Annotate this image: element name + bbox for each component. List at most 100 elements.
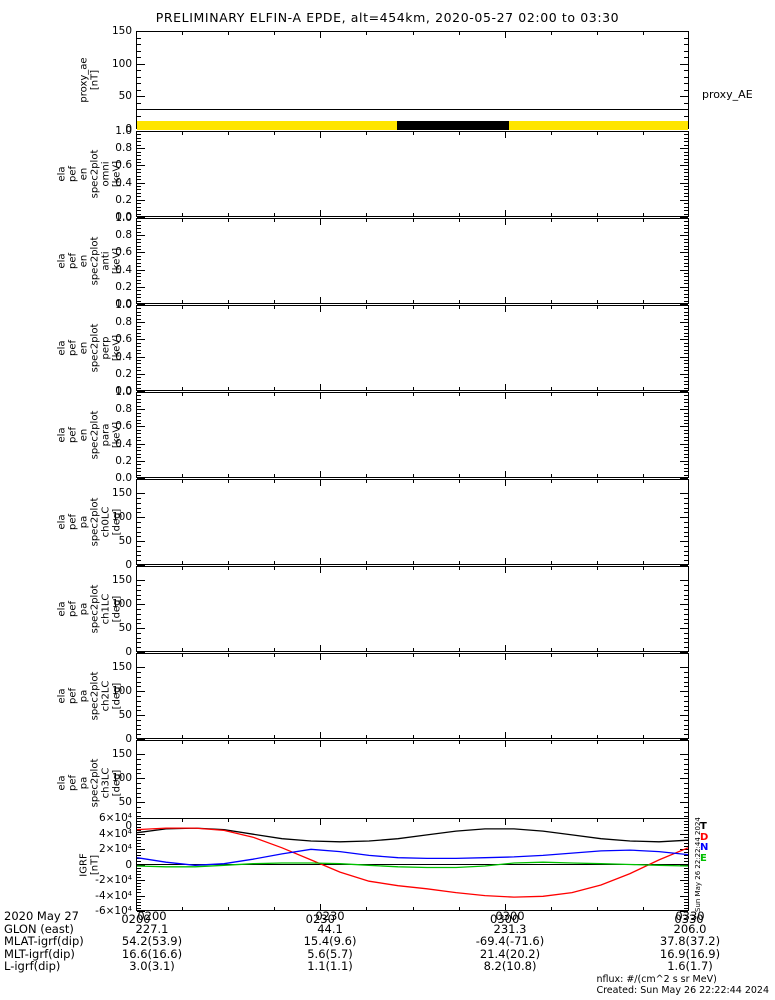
- ytick-minor: [684, 877, 688, 878]
- table-row-label: MLT-igrf(dip): [4, 946, 75, 961]
- xtick-mark: [320, 393, 321, 399]
- xtick-minor: [413, 735, 414, 738]
- ytick-label: 150: [111, 25, 132, 37]
- ytick-minor: [684, 319, 688, 320]
- panel-label-word: IGRF: [78, 852, 90, 877]
- ytick-label: 0.0: [115, 211, 132, 223]
- ytick-minor: [684, 172, 688, 173]
- ytick-minor: [137, 807, 141, 808]
- ytick-mark: [137, 652, 145, 653]
- ytick-minor: [137, 406, 141, 407]
- ytick-minor: [684, 871, 688, 872]
- xtick-minor: [551, 132, 552, 135]
- ytick-minor: [684, 77, 688, 78]
- ytick-minor: [137, 312, 141, 313]
- ytick-mark: [680, 357, 688, 358]
- panel-label-word: spec2plot: [89, 584, 101, 634]
- ytick-minor: [684, 312, 688, 313]
- igrf-series-D: [137, 827, 688, 898]
- ytick-minor: [137, 388, 141, 389]
- ytick-minor: [137, 152, 141, 153]
- ytick-minor: [137, 433, 141, 434]
- ytick-minor: [684, 221, 688, 222]
- xtick-minor: [413, 819, 414, 822]
- ytick-minor: [684, 830, 688, 831]
- ytick-mark: [137, 96, 145, 97]
- ytick-mark: [680, 235, 688, 236]
- ytick-mark: [137, 31, 145, 32]
- ytick-minor: [684, 457, 688, 458]
- ytick-label: 150: [111, 487, 132, 500]
- xtick-minor: [182, 480, 183, 483]
- ytick-minor: [137, 249, 141, 250]
- ytick-minor: [137, 908, 141, 909]
- ytick-minor: [684, 447, 688, 448]
- ytick-minor: [137, 176, 141, 177]
- xtick-minor: [413, 741, 414, 744]
- igrf-series-E: [137, 861, 688, 869]
- xtick-minor: [228, 480, 229, 483]
- xtick-minor: [505, 480, 506, 483]
- ytick-label: 0.2: [115, 193, 132, 206]
- xtick-minor: [366, 648, 367, 651]
- panel-pa-ch2lc: [136, 653, 689, 739]
- xtick-minor: [459, 306, 460, 309]
- panel-label-word: pef: [67, 252, 79, 270]
- ytick-minor: [137, 464, 141, 465]
- panel-label-word: spec2plot: [89, 323, 101, 373]
- ytick-minor: [137, 855, 141, 856]
- ytick-minor: [684, 259, 688, 260]
- ytick-label: 0.6: [115, 159, 132, 172]
- ytick-minor: [684, 246, 688, 247]
- xtick-minor: [643, 387, 644, 390]
- ytick-minor: [684, 464, 688, 465]
- ytick-minor: [684, 367, 688, 368]
- ytick-minor: [137, 83, 141, 84]
- ytick-label: 50: [118, 796, 132, 809]
- ytick-minor: [137, 701, 141, 702]
- ytick-minor: [137, 824, 141, 825]
- ytick-minor: [137, 883, 141, 884]
- ytick-mark: [137, 217, 145, 218]
- ytick-minor: [684, 179, 688, 180]
- ytick-minor: [684, 734, 688, 735]
- ytick-label: 100: [111, 685, 132, 698]
- xtick-minor: [228, 654, 229, 657]
- xtick-minor: [182, 306, 183, 309]
- xtick-mark: [505, 393, 506, 399]
- ytick-minor: [684, 242, 688, 243]
- ytick-mark: [137, 322, 145, 323]
- ytick-minor: [684, 420, 688, 421]
- xtick-minor: [505, 219, 506, 222]
- ytick-minor: [137, 159, 141, 160]
- ytick-mark: [137, 880, 145, 881]
- xtick-minor: [274, 648, 275, 651]
- xtick-minor: [274, 132, 275, 135]
- xtick-minor: [505, 654, 506, 657]
- ytick-minor: [137, 599, 141, 600]
- ytick-mark: [137, 444, 145, 445]
- xtick-minor: [505, 474, 506, 477]
- legend-item-T: T: [700, 821, 707, 832]
- xtick-minor: [505, 741, 506, 744]
- ytick-minor: [137, 682, 141, 683]
- ytick-minor: [684, 186, 688, 187]
- ytick-minor: [137, 186, 141, 187]
- xtick-minor: [182, 213, 183, 216]
- table-cell: -69.4(-71.6): [475, 934, 545, 949]
- xtick-minor: [228, 213, 229, 216]
- vertical-created-timestamp: Sun May 26 22:22:44 2024: [694, 817, 702, 912]
- ytick-minor: [137, 498, 141, 499]
- ytick-minor: [137, 450, 141, 451]
- xtick-minor: [228, 387, 229, 390]
- ytick-mark: [137, 478, 145, 479]
- ytick-minor: [684, 623, 688, 624]
- ytick-mark: [680, 628, 688, 629]
- xtick-minor: [320, 741, 321, 744]
- xtick-minor: [366, 907, 367, 910]
- ytick-minor: [684, 555, 688, 556]
- ytick-minor: [137, 821, 141, 822]
- panel-proxy-ae: [136, 31, 689, 129]
- ytick-minor: [137, 522, 141, 523]
- ytick-minor: [684, 134, 688, 135]
